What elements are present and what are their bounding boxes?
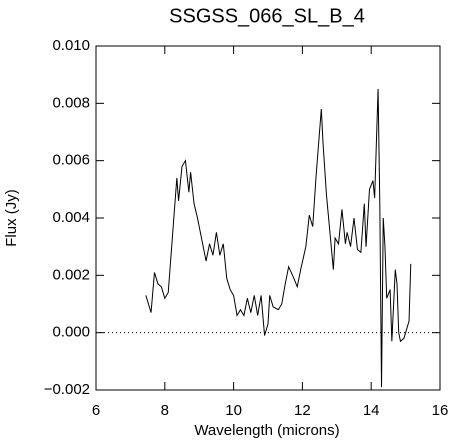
y-tick-label: 0.002 [52, 266, 90, 283]
y-axis-label: Flux (Jy) [3, 189, 20, 247]
y-tick-label: 0.010 [52, 37, 90, 54]
x-tick-label: 12 [294, 402, 311, 419]
chart-title: SSGSS_066_SL_B_4 [169, 5, 365, 27]
x-tick-label: 10 [225, 402, 242, 419]
y-tick-label: 0.008 [52, 94, 90, 111]
y-tick-label: 0.004 [52, 209, 90, 226]
y-tick-label: 0.000 [52, 324, 90, 341]
x-tick-label: 8 [161, 402, 169, 419]
plot-frame [95, 45, 441, 391]
y-tick-label: −0.002 [44, 381, 90, 398]
x-tick-label: 16 [432, 402, 449, 419]
y-tick-label: 0.006 [52, 152, 90, 169]
data-line [145, 88, 412, 388]
x-axis-label: Wavelength (microns) [194, 422, 339, 439]
x-tick-label: 14 [363, 402, 380, 419]
x-tick-label: 6 [92, 402, 100, 419]
